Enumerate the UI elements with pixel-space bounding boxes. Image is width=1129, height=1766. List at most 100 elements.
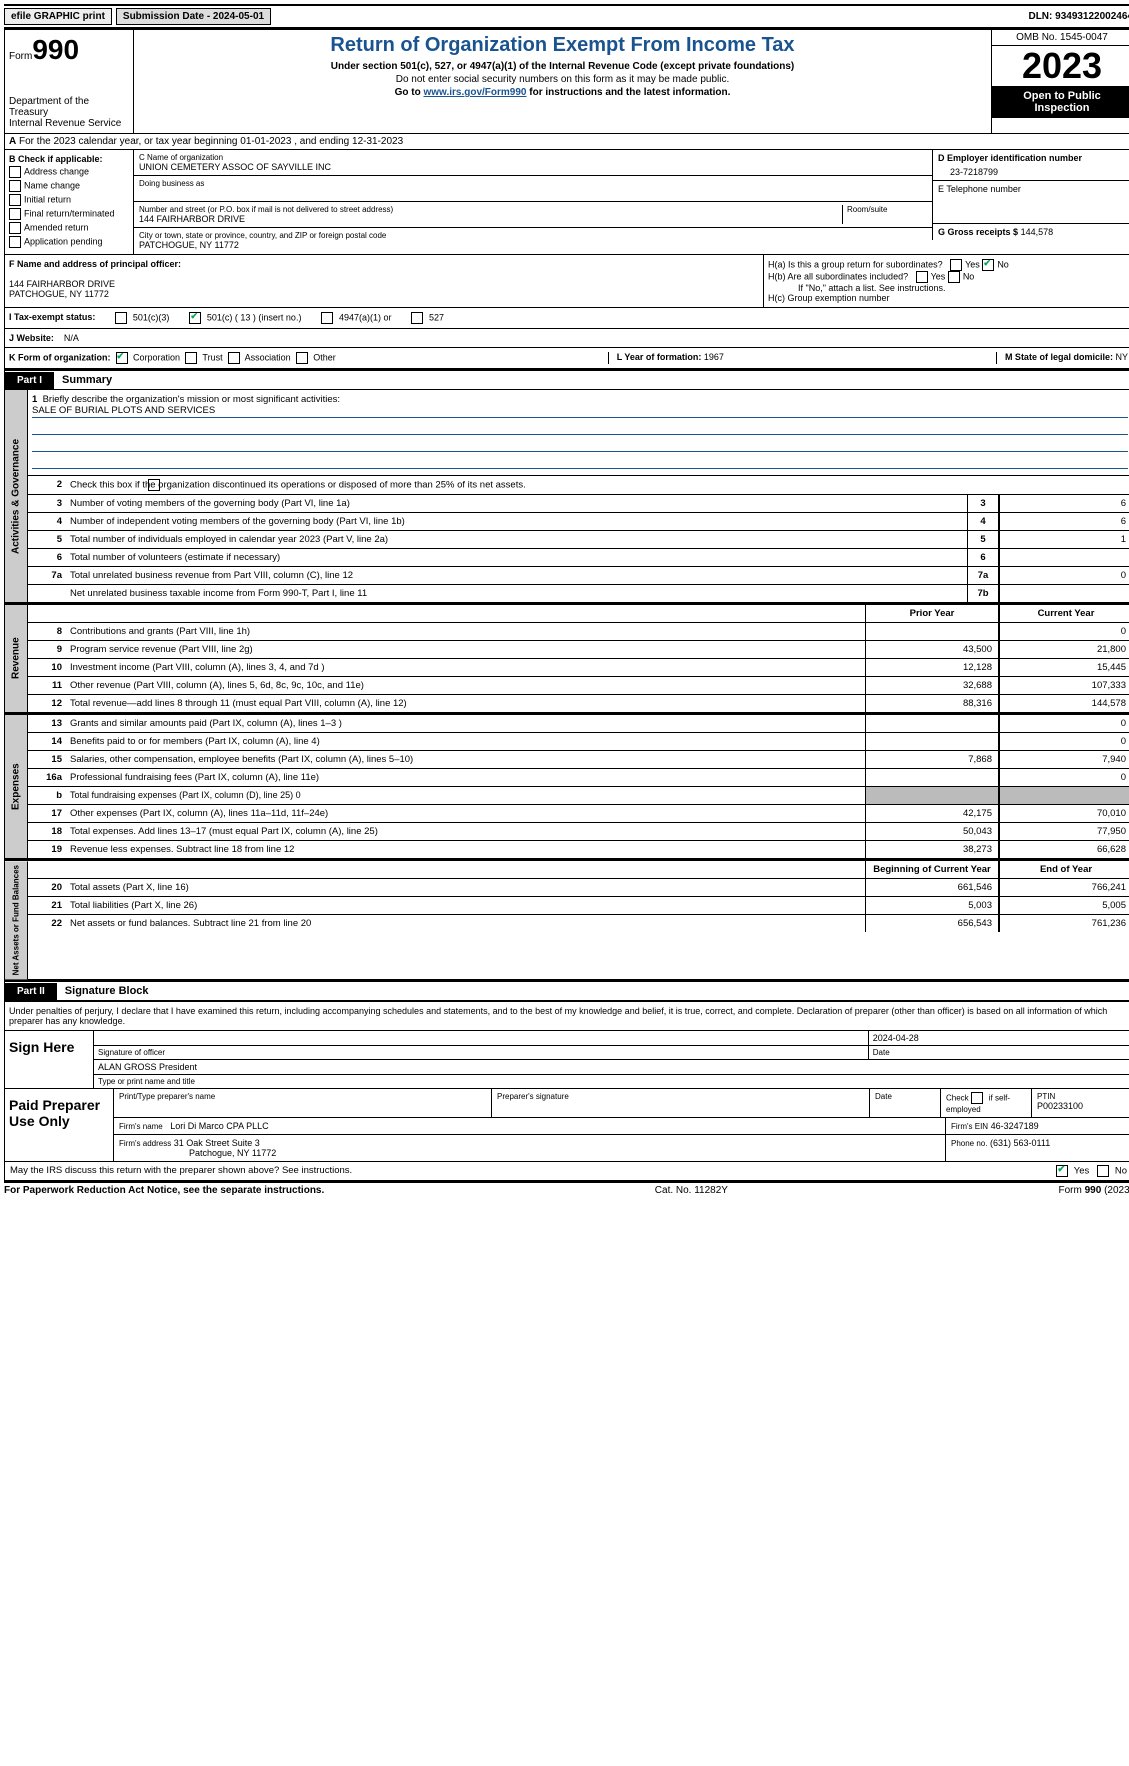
omb-number: OMB No. 1545-0047 bbox=[992, 30, 1129, 46]
checkbox-discontinued[interactable] bbox=[148, 479, 160, 491]
part2-header: Part II Signature Block bbox=[4, 980, 1129, 1000]
sign-date: 2024-04-28 bbox=[869, 1031, 1129, 1045]
sig-officer-label: Signature of officer bbox=[94, 1046, 869, 1059]
col-end-year: End of Year bbox=[998, 861, 1129, 878]
firm-addr1: 31 Oak Street Suite 3 bbox=[174, 1138, 260, 1148]
irs-discuss-text: May the IRS discuss this return with the… bbox=[10, 1165, 352, 1177]
checkbox-discuss-no[interactable] bbox=[1097, 1165, 1109, 1177]
checkbox-corp[interactable] bbox=[116, 352, 128, 364]
checkbox-address-change[interactable] bbox=[9, 166, 21, 178]
paid-preparer-block: Paid Preparer Use Only Print/Type prepar… bbox=[4, 1089, 1129, 1162]
line6-value bbox=[998, 549, 1129, 566]
line4-value: 6 bbox=[998, 513, 1129, 530]
top-bar: efile GRAPHIC print Submission Date - 20… bbox=[4, 4, 1129, 29]
row-i: I Tax-exempt status: 501(c)(3) 501(c) ( … bbox=[4, 308, 1129, 329]
row-fgh: F Name and address of principal officer:… bbox=[4, 255, 1129, 308]
cat-no: Cat. No. 11282Y bbox=[655, 1185, 728, 1196]
goto-prefix: Go to bbox=[395, 87, 424, 98]
dept-treasury: Department of the Treasury bbox=[9, 96, 129, 118]
checkbox-501c3[interactable] bbox=[115, 312, 127, 324]
dba-label: Doing business as bbox=[139, 179, 927, 188]
officer-addr2: PATCHOGUE, NY 11772 bbox=[9, 289, 759, 299]
form-prefix: Form bbox=[9, 51, 32, 62]
checkbox-initial-return[interactable] bbox=[9, 194, 21, 206]
irs-label: Internal Revenue Service bbox=[9, 118, 129, 129]
paperwork-notice: For Paperwork Reduction Act Notice, see … bbox=[4, 1185, 324, 1196]
footer: For Paperwork Reduction Act Notice, see … bbox=[4, 1181, 1129, 1198]
phone-label: E Telephone number bbox=[938, 184, 1127, 194]
efile-print-button[interactable]: efile GRAPHIC print bbox=[4, 8, 112, 25]
irs-discuss-row: May the IRS discuss this return with the… bbox=[4, 1162, 1129, 1181]
checkbox-assoc[interactable] bbox=[228, 352, 240, 364]
sign-here-label: Sign Here bbox=[5, 1031, 94, 1088]
checkbox-hb-no[interactable] bbox=[948, 271, 960, 283]
firm-ein: 46-3247189 bbox=[991, 1121, 1039, 1131]
h-a-label: H(a) Is this a group return for subordin… bbox=[768, 259, 943, 269]
tab-governance: Activities & Governance bbox=[5, 390, 28, 602]
part2-title: Signature Block bbox=[57, 982, 157, 1000]
checkbox-ha-yes[interactable] bbox=[950, 259, 962, 271]
part2-tag: Part II bbox=[5, 983, 57, 1000]
checkbox-amended[interactable] bbox=[9, 222, 21, 234]
section-a-line: A For the 2023 calendar year, or tax yea… bbox=[4, 134, 1129, 150]
addr-label: Number and street (or P.O. box if mail i… bbox=[139, 205, 838, 214]
mission-label: Briefly describe the organization's miss… bbox=[43, 394, 341, 405]
form-footer: Form 990 (2023) bbox=[1059, 1185, 1129, 1196]
checkbox-trust[interactable] bbox=[185, 352, 197, 364]
org-name: UNION CEMETERY ASSOC OF SAYVILLE INC bbox=[139, 162, 927, 172]
sig-date-label: Date bbox=[869, 1046, 1129, 1059]
checkbox-app-pending[interactable] bbox=[9, 236, 21, 248]
h-b-label: H(b) Are all subordinates included? bbox=[768, 271, 908, 281]
subtitle-1: Under section 501(c), 527, or 4947(a)(1)… bbox=[138, 61, 987, 72]
summary-governance: Activities & Governance 1 Briefly descri… bbox=[4, 389, 1129, 603]
info-grid: B Check if applicable: Address change Na… bbox=[4, 150, 1129, 255]
form-header: Form990 Department of the Treasury Inter… bbox=[4, 29, 1129, 134]
line3-value: 6 bbox=[998, 495, 1129, 512]
firm-name: Lori Di Marco CPA PLLC bbox=[170, 1121, 268, 1131]
col-prior-year: Prior Year bbox=[865, 605, 998, 622]
website-value: N/A bbox=[64, 333, 79, 343]
city-label: City or town, state or province, country… bbox=[139, 231, 927, 240]
checkbox-other[interactable] bbox=[296, 352, 308, 364]
tab-revenue: Revenue bbox=[5, 605, 28, 712]
form-title: Return of Organization Exempt From Incom… bbox=[138, 34, 987, 57]
col-current-year: Current Year bbox=[998, 605, 1129, 622]
checkbox-501c[interactable] bbox=[189, 312, 201, 324]
part1-tag: Part I bbox=[5, 372, 54, 389]
year-formation-label: L Year of formation: bbox=[617, 352, 702, 362]
checkbox-527[interactable] bbox=[411, 312, 423, 324]
row-klm: K Form of organization: Corporation Trus… bbox=[4, 348, 1129, 369]
checkbox-name-change[interactable] bbox=[9, 180, 21, 192]
paid-preparer-label: Paid Preparer Use Only bbox=[5, 1089, 114, 1161]
checkbox-ha-no[interactable] bbox=[982, 259, 994, 271]
checkbox-4947[interactable] bbox=[321, 312, 333, 324]
mission-text: SALE OF BURIAL PLOTS AND SERVICES bbox=[32, 405, 1128, 418]
checkbox-discuss-yes[interactable] bbox=[1056, 1165, 1068, 1177]
domicile-label: M State of legal domicile: bbox=[1005, 352, 1113, 362]
col-begin-year: Beginning of Current Year bbox=[865, 861, 998, 878]
officer-name: ALAN GROSS President bbox=[94, 1060, 1129, 1074]
summary-net-assets: Net Assets or Fund Balances Beginning of… bbox=[4, 859, 1129, 980]
checkbox-hb-yes[interactable] bbox=[916, 271, 928, 283]
ptin-value: P00233100 bbox=[1037, 1101, 1127, 1111]
officer-addr1: 144 FAIRHARBOR DRIVE bbox=[9, 279, 759, 289]
form-number: 990 bbox=[32, 34, 79, 65]
row-j: J Website: N/A bbox=[4, 329, 1129, 348]
checkbox-self-employed[interactable] bbox=[971, 1092, 983, 1104]
website-label: J Website: bbox=[9, 333, 54, 343]
part1-header: Part I Summary bbox=[4, 369, 1129, 389]
line7a-value: 0 bbox=[998, 567, 1129, 584]
org-name-label: C Name of organization bbox=[139, 153, 927, 162]
type-name-label: Type or print name and title bbox=[94, 1075, 1129, 1088]
sign-here-block: Sign Here 2024-04-28 Signature of office… bbox=[4, 1031, 1129, 1089]
h-c-label: H(c) Group exemption number bbox=[768, 293, 1128, 303]
form990-link[interactable]: www.irs.gov/Form990 bbox=[423, 87, 526, 98]
gross-receipts-label: G Gross receipts $ bbox=[938, 227, 1018, 237]
firm-phone: (631) 563-0111 bbox=[990, 1138, 1050, 1148]
summary-revenue: Revenue Prior YearCurrent Year 8Contribu… bbox=[4, 603, 1129, 713]
firm-addr2: Patchogue, NY 11772 bbox=[119, 1148, 276, 1158]
tab-net-assets: Net Assets or Fund Balances bbox=[5, 861, 28, 979]
year-formation: 1967 bbox=[704, 352, 724, 362]
checkbox-final-return[interactable] bbox=[9, 208, 21, 220]
tax-year: 2023 bbox=[992, 46, 1129, 86]
